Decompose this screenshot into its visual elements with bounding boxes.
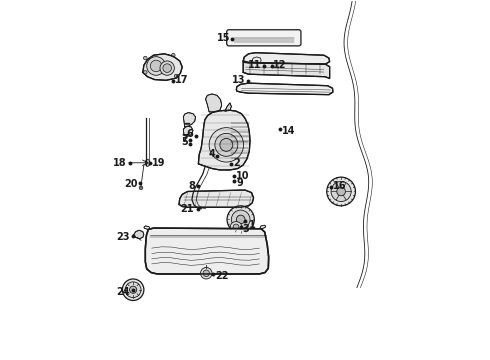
Text: 20: 20 <box>124 179 137 189</box>
Text: 10: 10 <box>236 171 250 181</box>
Ellipse shape <box>220 138 233 151</box>
Polygon shape <box>143 54 182 80</box>
Polygon shape <box>183 113 196 127</box>
Text: 17: 17 <box>175 75 189 85</box>
Ellipse shape <box>209 128 244 162</box>
Ellipse shape <box>139 186 143 190</box>
Ellipse shape <box>129 286 137 293</box>
Ellipse shape <box>337 187 345 196</box>
Ellipse shape <box>174 74 178 78</box>
Polygon shape <box>252 57 261 63</box>
Ellipse shape <box>125 282 141 298</box>
Ellipse shape <box>203 270 210 276</box>
Text: 7: 7 <box>182 134 188 144</box>
Ellipse shape <box>231 210 250 229</box>
Polygon shape <box>205 94 221 112</box>
Text: 19: 19 <box>152 158 165 168</box>
Text: 4: 4 <box>209 149 216 159</box>
Ellipse shape <box>163 64 172 72</box>
Text: 9: 9 <box>236 178 243 188</box>
Ellipse shape <box>122 279 144 301</box>
Ellipse shape <box>262 55 272 64</box>
Ellipse shape <box>265 58 270 62</box>
Text: 1: 1 <box>248 220 255 230</box>
Text: 13: 13 <box>231 75 245 85</box>
Text: 6: 6 <box>187 130 194 139</box>
Text: 5: 5 <box>182 138 188 147</box>
Ellipse shape <box>227 206 254 233</box>
Text: 14: 14 <box>282 126 295 135</box>
Text: 3: 3 <box>243 225 249 234</box>
Polygon shape <box>260 225 266 229</box>
Ellipse shape <box>230 222 242 231</box>
Polygon shape <box>146 228 269 274</box>
Polygon shape <box>236 83 333 95</box>
Text: 2: 2 <box>233 158 240 168</box>
Ellipse shape <box>144 56 147 60</box>
Text: 11: 11 <box>248 60 262 70</box>
Text: 23: 23 <box>116 232 129 242</box>
Text: 8: 8 <box>188 181 195 192</box>
Polygon shape <box>134 230 144 239</box>
Polygon shape <box>183 126 193 136</box>
Ellipse shape <box>144 71 147 74</box>
Ellipse shape <box>233 224 239 229</box>
Text: 24: 24 <box>116 287 129 297</box>
Polygon shape <box>243 53 330 64</box>
Polygon shape <box>225 103 231 111</box>
FancyBboxPatch shape <box>227 30 301 46</box>
Text: 18: 18 <box>113 158 126 168</box>
Ellipse shape <box>215 134 238 156</box>
Polygon shape <box>243 61 330 78</box>
Ellipse shape <box>327 177 355 206</box>
Ellipse shape <box>150 60 162 72</box>
Text: 21: 21 <box>181 204 194 214</box>
Ellipse shape <box>146 159 149 166</box>
Text: 16: 16 <box>333 181 347 192</box>
Ellipse shape <box>200 267 212 279</box>
Ellipse shape <box>172 53 175 57</box>
Text: 22: 22 <box>215 271 228 281</box>
Polygon shape <box>179 190 254 207</box>
Ellipse shape <box>160 61 174 75</box>
Text: 15: 15 <box>217 33 230 43</box>
Ellipse shape <box>331 181 351 202</box>
Polygon shape <box>198 110 250 170</box>
Ellipse shape <box>236 215 245 224</box>
Polygon shape <box>144 226 150 229</box>
Text: 12: 12 <box>273 60 287 70</box>
Ellipse shape <box>147 57 166 75</box>
